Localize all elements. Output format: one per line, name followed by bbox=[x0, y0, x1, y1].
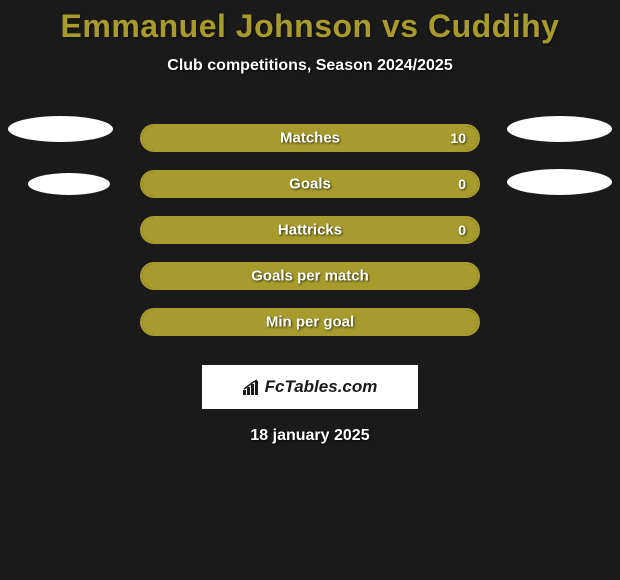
bar-left-fill bbox=[142, 126, 293, 150]
stat-bar: Hattricks 0 bbox=[140, 216, 480, 244]
chart-icon bbox=[243, 379, 261, 395]
stat-bar: Goals per match bbox=[140, 262, 480, 290]
stat-row-goals: Goals 0 bbox=[0, 161, 620, 207]
logo-box[interactable]: FcTables.com bbox=[202, 365, 418, 409]
stat-row-hattricks: Hattricks 0 bbox=[0, 207, 620, 253]
player-ellipse-right bbox=[507, 116, 612, 142]
stat-label: Min per goal bbox=[266, 314, 354, 331]
page-title: Emmanuel Johnson vs Cuddihy bbox=[0, 8, 620, 45]
stat-bar: Min per goal bbox=[140, 308, 480, 336]
date-text: 18 january 2025 bbox=[0, 427, 620, 445]
stat-value-right: 10 bbox=[450, 130, 466, 146]
logo-text: FcTables.com bbox=[243, 377, 378, 397]
stat-bar: Matches 10 bbox=[140, 124, 480, 152]
stat-bar: Goals 0 bbox=[140, 170, 480, 198]
stat-row-goals-per-match: Goals per match bbox=[0, 253, 620, 299]
logo-label: FcTables.com bbox=[265, 377, 378, 397]
player-ellipse-left bbox=[8, 116, 113, 142]
stat-label: Goals bbox=[289, 176, 331, 193]
player-ellipse-right bbox=[507, 169, 612, 195]
stat-value-right: 0 bbox=[458, 176, 466, 192]
stat-value-right: 0 bbox=[458, 222, 466, 238]
player-ellipse-left bbox=[28, 173, 110, 195]
stat-label: Matches bbox=[280, 130, 340, 147]
stat-label: Hattricks bbox=[278, 222, 342, 239]
subtitle: Club competitions, Season 2024/2025 bbox=[0, 57, 620, 75]
stat-row-matches: Matches 10 bbox=[0, 115, 620, 161]
stat-row-min-per-goal: Min per goal bbox=[0, 299, 620, 345]
stat-label: Goals per match bbox=[251, 268, 369, 285]
stats-area: Matches 10 Goals 0 Hattricks 0 bbox=[0, 115, 620, 345]
comparison-widget: Emmanuel Johnson vs Cuddihy Club competi… bbox=[0, 0, 620, 445]
